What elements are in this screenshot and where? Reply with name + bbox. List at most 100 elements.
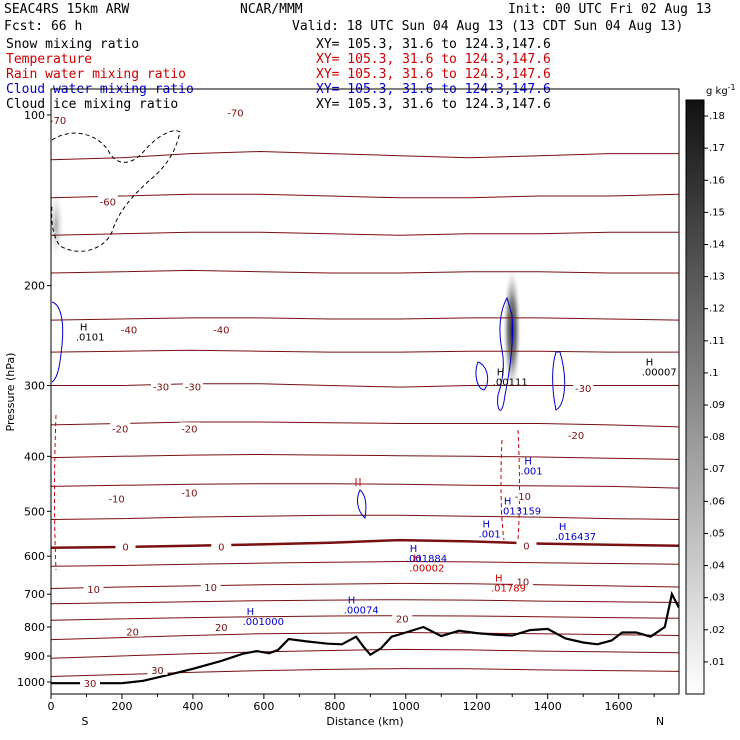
colorbar-tick-label: .18: [709, 111, 725, 122]
maximum-marker: H: [80, 323, 88, 334]
xy-cloud-ice: XY= 105.3, 31.6 to 124.3,147.6: [316, 97, 551, 112]
maximum-marker: H: [497, 367, 505, 378]
cloud-contours: [51, 130, 566, 571]
contour-label: 10: [517, 578, 530, 589]
rain-contour-left: [54, 414, 57, 571]
contour-label: -30: [185, 382, 201, 393]
contour-label-bg: [211, 621, 232, 633]
maximum-value: .00111: [493, 377, 528, 388]
maximum-value: .016437: [555, 532, 596, 543]
x-axis: 0 200 400 600 800 1000 1200 1400 1600: [48, 694, 655, 713]
temperature-contour: [51, 582, 679, 589]
contour-label: -30: [575, 384, 591, 395]
contour-label: 30: [84, 679, 97, 690]
xy-temperature: XY= 105.3, 31.6 to 124.3,147.6: [316, 52, 551, 67]
maximum-value: .001: [479, 529, 501, 540]
contour-label: 0: [218, 543, 224, 554]
maximum-value: .00074: [344, 605, 379, 616]
maximum-value: .0101: [76, 333, 105, 344]
contour-label-bg: [51, 113, 69, 125]
colorbar-tick-label: .08: [709, 432, 725, 443]
cloud-water-contour-right: [552, 351, 566, 411]
maximum-marker: H: [559, 522, 567, 533]
field-snow: Snow mixing ratio: [6, 37, 139, 52]
y-tick-label: 800: [24, 621, 45, 634]
contour-label-bg: [179, 486, 200, 498]
contour-label: -70: [227, 108, 243, 119]
colorbar-tick-label: .05: [709, 528, 725, 539]
colorbar: [685, 99, 705, 695]
x-tick-label: 1000: [392, 700, 420, 713]
y-axis: 100 200 300 400 500 600 700 800 900 1000: [17, 109, 51, 689]
temperature-contours: [51, 150, 679, 677]
maximum-marker: H: [495, 573, 503, 584]
forecast-hour: Fcst: 66 h: [4, 19, 82, 34]
contour-label-bg: [573, 381, 594, 393]
contour-label-bg: [225, 106, 246, 118]
y-axis-label: Pressure (hPa): [4, 353, 17, 432]
y-tick-label: 1000: [17, 676, 45, 689]
contour-label: 20: [215, 623, 228, 634]
temperature-contour: [51, 231, 679, 236]
contour-label: -30: [153, 382, 169, 393]
contour-label-bg: [512, 575, 533, 587]
temperature-contour: [51, 421, 679, 428]
plot-frame: [50, 88, 680, 695]
colorbar-tick-label: .16: [709, 175, 725, 186]
colorbar-tick-label: .11: [709, 336, 725, 347]
colorbar-tick-label: .13: [709, 272, 725, 283]
contour-label: -10: [515, 492, 531, 503]
temperature-contour: [51, 483, 679, 489]
y-tick-label: 500: [24, 505, 45, 518]
field-cloud-ice: Cloud ice mixing ratio: [6, 97, 178, 112]
field-temperature: Temperature: [6, 52, 92, 67]
contour-label: 0: [523, 542, 529, 553]
y-tick-label: 200: [24, 280, 45, 293]
snow-shading: [51, 190, 64, 260]
contour-label-bg: [512, 490, 533, 502]
colorbar-tick-label: .15: [709, 207, 725, 218]
x-tick-label: 1600: [605, 700, 633, 713]
colorbar-tick-label: .12: [709, 304, 725, 315]
maximum-marker: H: [413, 554, 421, 565]
xy-rain: XY= 105.3, 31.6 to 124.3,147.6: [316, 67, 551, 82]
temperature-contour: [51, 668, 679, 677]
contour-label-bg: [211, 540, 232, 552]
temperature-contour: [51, 150, 679, 161]
contour-label-bg: [147, 663, 168, 675]
maximum-marker: H: [348, 595, 356, 606]
temperature-contour: [51, 615, 679, 621]
colorbar-tick-label: .06: [709, 496, 725, 507]
maximum-marker: H: [504, 497, 512, 508]
contour-label-bg: [200, 581, 221, 593]
colorbar-unit: g kg-1: [706, 83, 736, 97]
valid-time: Valid: 18 UTC Sun 04 Aug 13 (13 CDT Sun …: [292, 19, 683, 34]
x-tick-label: 800: [324, 700, 345, 713]
contour-label-bg: [516, 539, 537, 551]
contour-label: -40: [213, 326, 229, 337]
contour-label: -10: [108, 495, 124, 506]
terrain-line: [51, 590, 679, 685]
contour-label-bg: [119, 323, 140, 335]
contour-label-bg: [211, 323, 232, 335]
maximum-marker: H: [524, 457, 532, 468]
cloud-ice-shading: [503, 268, 521, 392]
contour-label-bg: [182, 380, 203, 392]
colorbar-tick-label: .03: [709, 593, 725, 604]
colorbar-tick-label: .14: [709, 239, 725, 250]
temperature-contour: [51, 453, 679, 460]
contour-label: -20: [181, 424, 197, 435]
x-axis-label: Distance (km): [326, 715, 403, 728]
maximum-value: .001884: [406, 554, 447, 565]
y-tick-label: 700: [24, 588, 45, 601]
contour-label: -60: [100, 197, 116, 208]
contour-label-bg: [392, 612, 413, 624]
contour-labels: -70 -70 -60 -40 -40 -30 -30 -30 -20 -20 -20 -10 -10 -…: [51, 106, 594, 690]
contour-label: 0: [122, 543, 128, 554]
contour-label: -40: [121, 326, 137, 337]
contour-label: 20: [396, 614, 409, 625]
y-tick-label: 300: [24, 379, 45, 392]
x-end-right: N: [656, 715, 664, 728]
maximum-marker: H: [247, 607, 255, 618]
